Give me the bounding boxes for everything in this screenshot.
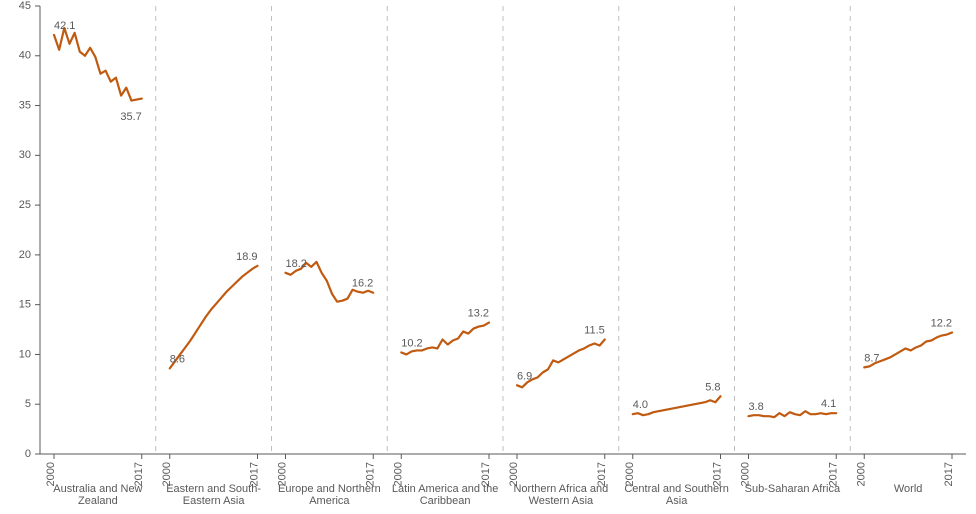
end-value-label: 5.8 [705, 381, 720, 393]
y-tick-label: 0 [25, 448, 31, 460]
y-tick-label: 10 [19, 348, 31, 360]
y-tick-label: 40 [19, 50, 31, 62]
trend-chart: 05101520253035404542.135.720002017Austra… [0, 0, 976, 514]
start-value-label: 42.1 [54, 20, 75, 32]
y-tick-label: 30 [19, 149, 31, 161]
start-value-label: 4.0 [633, 399, 648, 411]
start-value-label: 6.9 [517, 370, 532, 382]
end-value-label: 12.2 [931, 318, 952, 330]
y-tick-label: 15 [19, 299, 31, 311]
end-value-label: 11.5 [584, 325, 605, 337]
end-value-label: 16.2 [352, 278, 373, 290]
region-label: World [894, 483, 923, 495]
start-value-label: 3.8 [749, 401, 764, 413]
y-tick-label: 35 [19, 99, 31, 111]
end-value-label: 4.1 [821, 398, 836, 410]
end-value-label: 13.2 [468, 308, 489, 320]
y-tick-label: 25 [19, 199, 31, 211]
end-value-label: 18.9 [236, 251, 257, 263]
start-value-label: 8.7 [864, 352, 879, 364]
region-label: Sub-Saharan Africa [745, 483, 841, 495]
y-tick-label: 5 [25, 398, 31, 410]
y-tick-label: 20 [19, 249, 31, 261]
end-value-label: 35.7 [120, 111, 141, 123]
x-tick-label: 2000 [855, 462, 867, 486]
start-value-label: 8.6 [170, 353, 185, 365]
start-value-label: 18.2 [286, 258, 307, 270]
x-tick-label: 2017 [943, 462, 955, 486]
y-tick-label: 45 [19, 0, 31, 12]
start-value-label: 10.2 [401, 337, 422, 349]
